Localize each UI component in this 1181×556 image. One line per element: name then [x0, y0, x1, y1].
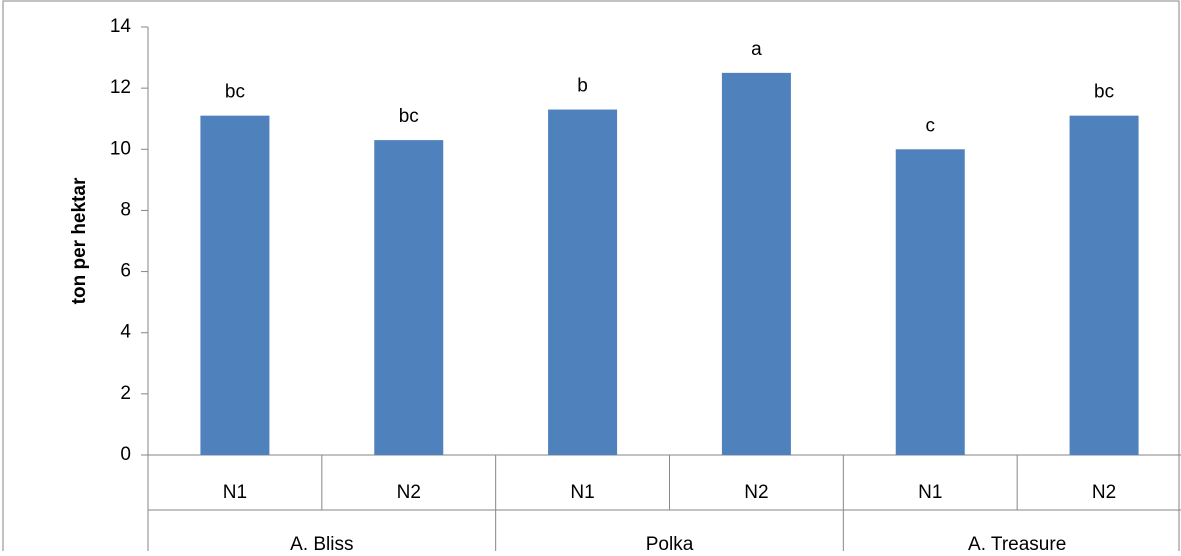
- bar-letter-label: b: [577, 76, 588, 97]
- bar-letter-label: c: [926, 115, 936, 136]
- bar-letter-label: a: [751, 39, 762, 60]
- bar: [1069, 115, 1139, 456]
- x-category-label: N1: [223, 482, 247, 503]
- y-tick-label: 4: [120, 322, 131, 343]
- labels: 0 2 4 6 8 10 12 14 bc N1 bc N2 A. Bliss b N1 a N2 Polka c N…: [110, 16, 1116, 555]
- bars: [200, 72, 1139, 456]
- y-tick-label: 14: [110, 16, 132, 37]
- axes: [141, 26, 1181, 551]
- y-tick-label: 6: [120, 261, 131, 282]
- bar: [548, 109, 618, 456]
- x-category-label: N1: [570, 482, 594, 503]
- y-tick-label: 12: [110, 77, 131, 98]
- y-tick-label: 0: [120, 444, 131, 465]
- x-group-label: Polka: [646, 534, 694, 551]
- x-category-label: N1: [918, 482, 942, 503]
- y-tick-label: 2: [120, 383, 131, 404]
- x-category-label: N2: [1092, 482, 1116, 503]
- bar: [895, 149, 965, 456]
- x-category-label: N2: [397, 482, 421, 503]
- x-group-label: A. Bliss: [290, 534, 353, 551]
- y-tick-label: 10: [110, 138, 131, 159]
- bar-letter-label: bc: [399, 106, 419, 127]
- y-axis-title: ton per hektar: [69, 177, 90, 304]
- x-category-label: N2: [744, 482, 768, 503]
- bar: [200, 115, 270, 456]
- bar-letter-label: bc: [1094, 82, 1114, 103]
- x-group-label: A. Treasure: [968, 534, 1066, 551]
- bar-letter-label: bc: [225, 82, 245, 103]
- y-tick-label: 8: [120, 199, 131, 220]
- bar: [374, 140, 444, 455]
- bar: [721, 72, 791, 455]
